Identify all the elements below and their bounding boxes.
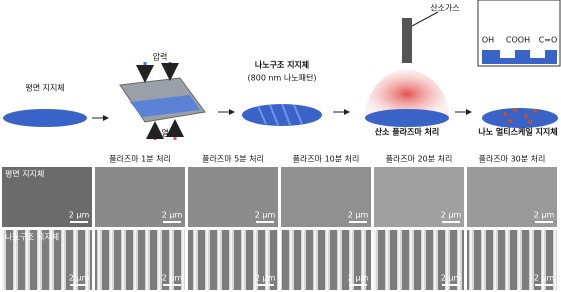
scale-label: 2 μm	[162, 274, 183, 283]
plasma	[365, 70, 449, 118]
film	[130, 95, 200, 117]
flat-disc	[3, 109, 87, 127]
scale-label: 2 μm	[441, 211, 462, 220]
scale-label: 2 μm	[255, 274, 276, 283]
scale-label: 2 μm	[441, 274, 462, 283]
inset-surface	[482, 50, 557, 64]
sem-image	[95, 230, 185, 290]
scale-label: 2 μm	[534, 211, 555, 220]
disc	[365, 109, 449, 127]
ridges	[257, 103, 303, 126]
column-header: 플라즈마 20분 처리	[386, 155, 453, 164]
scale-label: 2 μm	[534, 274, 555, 283]
scale-label: 2 μm	[69, 211, 90, 220]
scale-label: 2 μm	[69, 274, 90, 283]
sem-image	[374, 230, 464, 290]
group: COOH	[506, 36, 530, 45]
group: C=O	[539, 36, 558, 45]
sem-image	[2, 167, 92, 227]
group: OH	[482, 36, 494, 45]
scale-label: 2 μm	[348, 274, 369, 283]
sem-image	[188, 167, 278, 227]
sem-image	[281, 230, 371, 290]
nozzle	[402, 18, 412, 63]
sem-image	[188, 230, 278, 290]
label: 나노구조 지지체	[255, 60, 309, 70]
dots	[503, 108, 537, 124]
pointer	[411, 11, 439, 27]
column-header: 플라즈마 10분 처리	[293, 155, 360, 164]
label: 열	[161, 129, 168, 138]
sem-image	[374, 167, 464, 227]
row-label: 평면 지지체	[5, 169, 44, 179]
scale-label: 2 μm	[255, 211, 276, 220]
row-label: 나노구조 지지체	[5, 232, 59, 242]
label: 산소 플라즈마 처리	[375, 127, 439, 137]
final-disc	[482, 108, 558, 128]
label: 나노 멀티스케일 지지체	[478, 127, 557, 137]
label: 압력	[153, 52, 168, 62]
sem-image	[2, 230, 92, 290]
scale-label: 2 μm	[162, 211, 183, 220]
label: (800 nm 나노패턴)	[248, 73, 317, 83]
scale-label: 2 μm	[348, 211, 369, 220]
column-header: 플라즈마 30분 처리	[479, 155, 546, 164]
nano-disc	[242, 104, 322, 126]
label: 평면 지지체	[25, 83, 64, 93]
sem-grid: 플라즈마 1분 처리 플라즈마 5분 처리 플라즈마 10분 처리 플라즈마 20분 …	[2, 155, 557, 290]
label: 산소가스	[430, 3, 459, 13]
sem-image	[281, 167, 371, 227]
sem-image	[467, 230, 557, 290]
column-header: 플라즈마 1분 처리	[109, 155, 171, 164]
sem-image	[467, 167, 557, 227]
column-header: 플라즈마 5분 처리	[202, 155, 264, 164]
sem-image	[95, 167, 185, 227]
